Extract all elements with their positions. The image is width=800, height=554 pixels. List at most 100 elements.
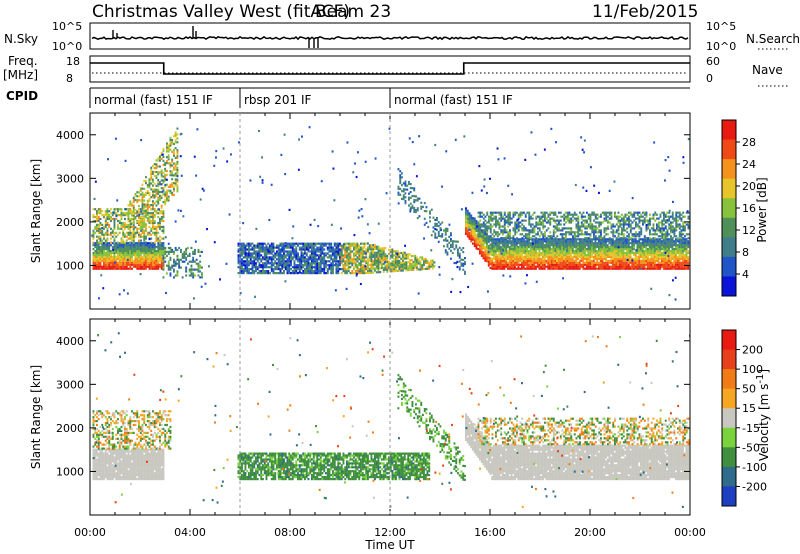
power-cell: [305, 270, 308, 273]
power-cell: [159, 241, 161, 244]
power-cell: [473, 223, 476, 226]
power-cell: [106, 214, 109, 217]
power-cell: [248, 252, 250, 255]
power-cell: [143, 205, 146, 208]
power-cell: [540, 263, 543, 266]
power-cell: [141, 251, 144, 255]
power-cell: [641, 263, 644, 266]
power-cell: [166, 156, 168, 159]
power-cell: [515, 255, 518, 258]
power-cell: [120, 210, 123, 213]
power-cell: [640, 242, 642, 245]
power-cell: [629, 242, 632, 245]
power-cell: [671, 261, 674, 264]
power-cell: [155, 188, 158, 191]
power-cell: [507, 255, 509, 258]
power-cell: [552, 242, 555, 245]
power-cell: [386, 258, 389, 261]
power-cell: [577, 265, 579, 268]
power-cell: [664, 253, 667, 257]
power-cell: [408, 182, 410, 185]
power-cell: [277, 248, 280, 251]
power-cell: [192, 268, 195, 271]
power-cell: [643, 267, 646, 270]
power-cell: [351, 270, 354, 273]
power-cell: [529, 253, 532, 257]
power-cell: [536, 251, 539, 255]
power-cell: [360, 266, 362, 269]
power-cell: [150, 267, 153, 270]
power-cell: [594, 265, 597, 268]
power-cell: [636, 261, 639, 264]
power-cell: [484, 259, 487, 262]
power-cell: [591, 259, 593, 262]
power-cell: [599, 265, 602, 268]
power-cell: [374, 267, 376, 270]
power-cell: [524, 250, 527, 253]
power-cell: [138, 219, 140, 223]
power-cell: [648, 253, 651, 257]
power-cell: [631, 261, 634, 264]
power-cell: [514, 240, 516, 243]
power-cell: [577, 238, 579, 241]
power-cell: [251, 264, 254, 267]
power-cell: [650, 253, 653, 257]
power-cell: [286, 264, 289, 267]
power-cell: [148, 259, 151, 262]
power-cell: [129, 241, 132, 244]
power-cell: [521, 257, 523, 260]
power-cell: [358, 268, 361, 271]
power-cell: [328, 260, 331, 263]
power-cell: [166, 272, 168, 275]
power-cell: [354, 242, 357, 245]
power-cell: [626, 263, 628, 266]
power-cell: [276, 262, 278, 265]
power-cell: [169, 162, 172, 165]
power-cell: [514, 244, 516, 247]
power-cell: [412, 260, 415, 263]
power-cell: [267, 256, 270, 259]
power-cell: [132, 231, 135, 234]
power-cell: [409, 183, 412, 186]
nave-label: Nave: [752, 63, 783, 77]
power-cell: [131, 255, 133, 258]
power-cell: [143, 267, 146, 270]
power-cell: [120, 261, 123, 264]
power-cell: [512, 248, 515, 251]
power-cell: [92, 235, 95, 238]
power-cell: [129, 200, 132, 203]
power-cell: [145, 235, 147, 238]
power-cell: [407, 253, 410, 256]
power-cell: [330, 264, 333, 267]
power-cell: [339, 254, 341, 257]
power-cell: [136, 210, 139, 213]
nsky-trace: [91, 26, 689, 48]
power-cell: [645, 253, 648, 257]
power-cell: [160, 191, 163, 194]
power-cell: [650, 255, 653, 258]
power-cell: [486, 235, 489, 238]
power-cell: [640, 263, 642, 266]
power-cell: [139, 189, 142, 192]
power-cell: [290, 254, 292, 257]
power-cell: [146, 184, 149, 187]
power-cell: [136, 248, 139, 251]
power-cell: [134, 263, 137, 266]
power-cell: [615, 250, 618, 253]
power-cell: [501, 242, 504, 245]
power-cell: [328, 266, 331, 269]
power-cell: [477, 229, 480, 232]
power-cell: [619, 265, 621, 268]
power-cell: [650, 259, 653, 262]
power-cell: [655, 265, 658, 268]
power-cell: [138, 210, 140, 214]
power-cell: [648, 250, 651, 253]
power-cell: [423, 223, 426, 226]
power-cell: [605, 255, 607, 258]
power-cell: [174, 248, 177, 252]
power-cell: [323, 242, 326, 245]
power-cell: [337, 252, 340, 255]
power-cell: [622, 261, 625, 264]
power-cell: [538, 259, 541, 262]
power-cell: [480, 254, 483, 257]
